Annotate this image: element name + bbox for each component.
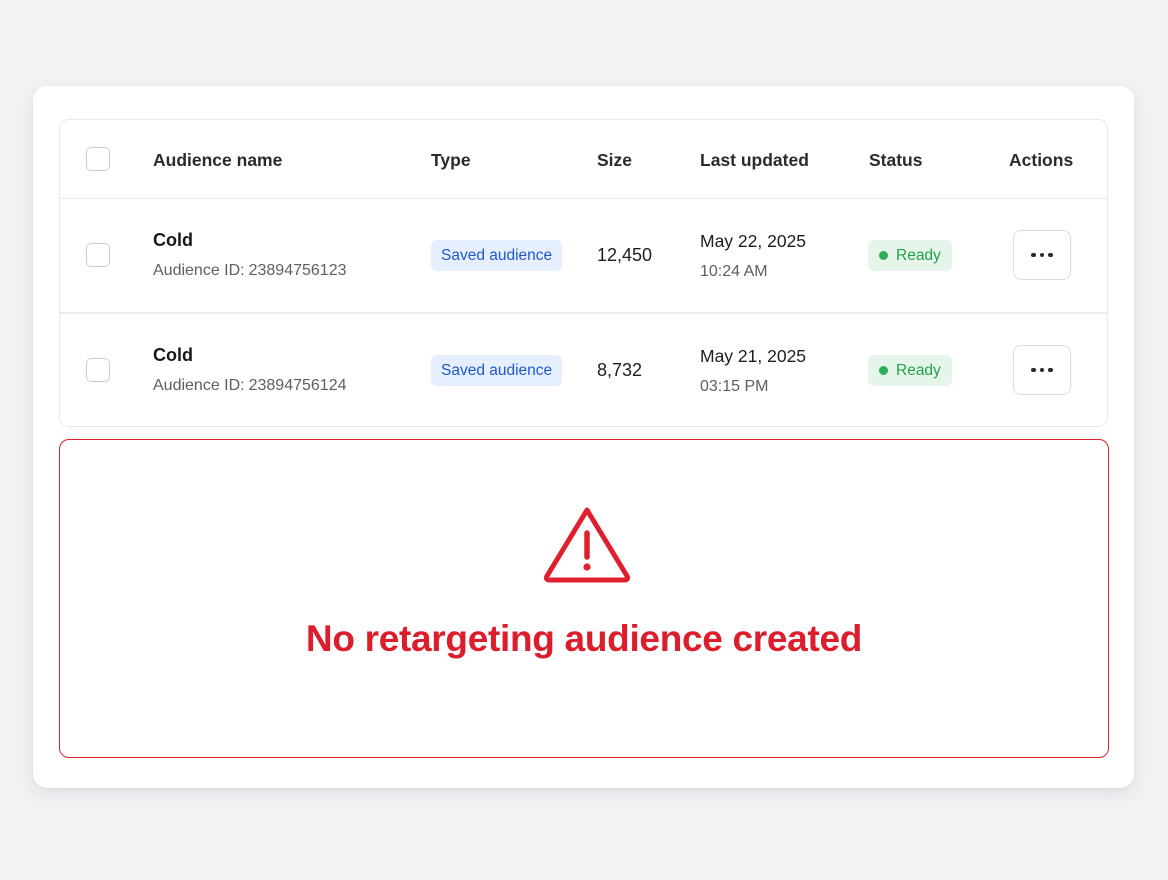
audience-name[interactable]: Cold xyxy=(153,230,193,250)
last-updated-date: May 21, 2025 xyxy=(700,346,807,366)
status-dot xyxy=(879,366,888,375)
warning-triangle-icon xyxy=(543,507,631,583)
status-label: Ready xyxy=(896,362,941,379)
more-horizontal-icon xyxy=(1031,252,1053,258)
type-badge: Saved audience xyxy=(431,240,563,271)
column-header-size[interactable]: Size xyxy=(597,150,633,170)
column-header-type[interactable]: Type xyxy=(431,150,471,170)
audience-id-value: 23894756124 xyxy=(248,377,347,394)
audience-id: Audience ID: 23894756124 xyxy=(153,377,347,395)
audience-id: Audience ID: 23894756123 xyxy=(153,262,347,280)
more-actions-button[interactable] xyxy=(1013,230,1071,280)
table-row[interactable]: Cold Audience ID: 23894756124 Saved audie… xyxy=(59,313,1108,427)
row-checkbox[interactable] xyxy=(86,358,110,382)
audience-size: 8,732 xyxy=(597,360,643,380)
audience-size: 12,450 xyxy=(597,245,653,265)
column-header-last-updated[interactable]: Last updated xyxy=(700,150,809,170)
status-badge: Ready xyxy=(868,355,952,386)
status-label: Ready xyxy=(896,247,941,264)
empty-state-alert: No retargeting audience created xyxy=(59,439,1109,758)
more-actions-button[interactable] xyxy=(1013,345,1071,395)
column-header-audience-name[interactable]: Audience name xyxy=(153,150,283,170)
type-badge: Saved audience xyxy=(431,355,563,386)
last-updated-date: May 22, 2025 xyxy=(700,231,807,251)
select-all-checkbox[interactable] xyxy=(86,147,110,171)
column-header-status[interactable]: Status xyxy=(869,150,923,170)
more-horizontal-icon xyxy=(1031,367,1053,373)
audience-table-card: Audience name Type Size Last updated Sta… xyxy=(33,86,1134,788)
audience-id-value: 23894756123 xyxy=(248,262,347,279)
alert-message: No retargeting audience created xyxy=(305,618,863,659)
table-row[interactable]: Cold Audience ID: 23894756123 Saved audie… xyxy=(59,199,1108,313)
audience-name[interactable]: Cold xyxy=(153,345,193,365)
status-dot xyxy=(879,251,888,260)
last-updated-time: 10:24 AM xyxy=(700,263,768,280)
column-header-actions: Actions xyxy=(1009,150,1074,170)
audience-id-label: Audience ID: xyxy=(153,377,245,394)
row-checkbox[interactable] xyxy=(86,243,110,267)
table-header: Audience name Type Size Last updated Sta… xyxy=(59,119,1108,199)
last-updated-time: 03:15 PM xyxy=(700,378,769,395)
audience-id-label: Audience ID: xyxy=(153,262,245,279)
status-badge: Ready xyxy=(868,240,952,271)
